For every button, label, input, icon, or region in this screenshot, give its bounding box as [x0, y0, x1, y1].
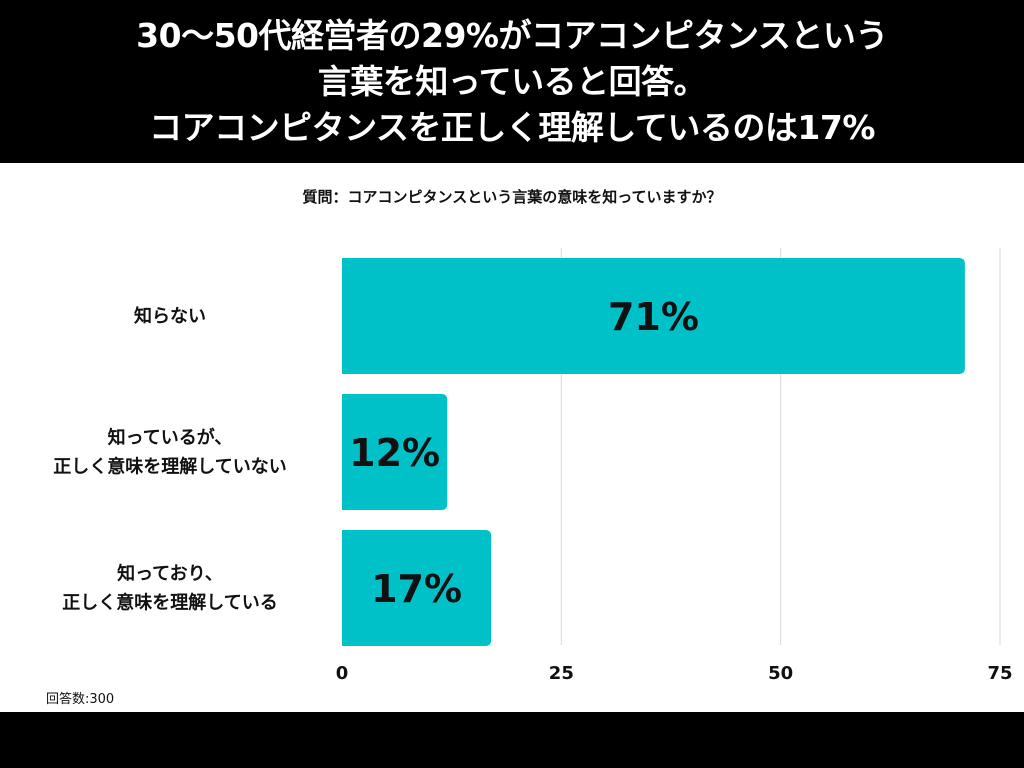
- bar-value-label-2: 17%: [371, 567, 462, 611]
- x-tick-label-75: 75: [987, 663, 1012, 684]
- category-label-line: 正しく意味を理解していない: [53, 456, 286, 478]
- bar-chart: 71%知らない12%知っているが、正しく意味を理解していない17%知っており、正…: [53, 248, 1013, 684]
- title-line-1: 30〜50代経営者の29%がコアコンピタンスという: [136, 15, 888, 55]
- category-label-2: 知っており、正しく意味を理解している: [62, 563, 277, 614]
- footer-band: [0, 712, 1024, 768]
- sample-size-note: 回答数:300: [46, 692, 115, 707]
- category-label-1: 知っているが、正しく意味を理解していない: [53, 427, 286, 478]
- category-label-line: 知っているが、: [108, 427, 233, 449]
- title-banner: 30〜50代経営者の29%がコアコンピタンスという 言葉を知っていると回答。 コ…: [0, 0, 1024, 163]
- bar-2: [342, 530, 492, 646]
- category-label-line: 知っており、: [117, 563, 223, 585]
- category-label-line: 知らない: [134, 305, 206, 327]
- title-line-2: 言葉を知っていると回答。: [317, 61, 707, 101]
- chart-question: 質問：コアコンピタンスという言葉の意味を知っていますか？: [302, 188, 722, 206]
- title-line-3: コアコンピタンスを正しく理解しているのは17%: [149, 107, 875, 147]
- category-label-line: 正しく意味を理解している: [62, 592, 277, 614]
- x-tick-label-25: 25: [549, 663, 574, 684]
- category-label-0: 知らない: [134, 305, 206, 327]
- bar-0: [342, 258, 965, 374]
- x-tick-label-0: 0: [336, 663, 349, 684]
- bar-value-label-1: 12%: [349, 431, 440, 475]
- x-tick-label-50: 50: [768, 663, 793, 684]
- bar-1: [342, 394, 448, 510]
- bar-value-label-0: 71%: [608, 295, 699, 339]
